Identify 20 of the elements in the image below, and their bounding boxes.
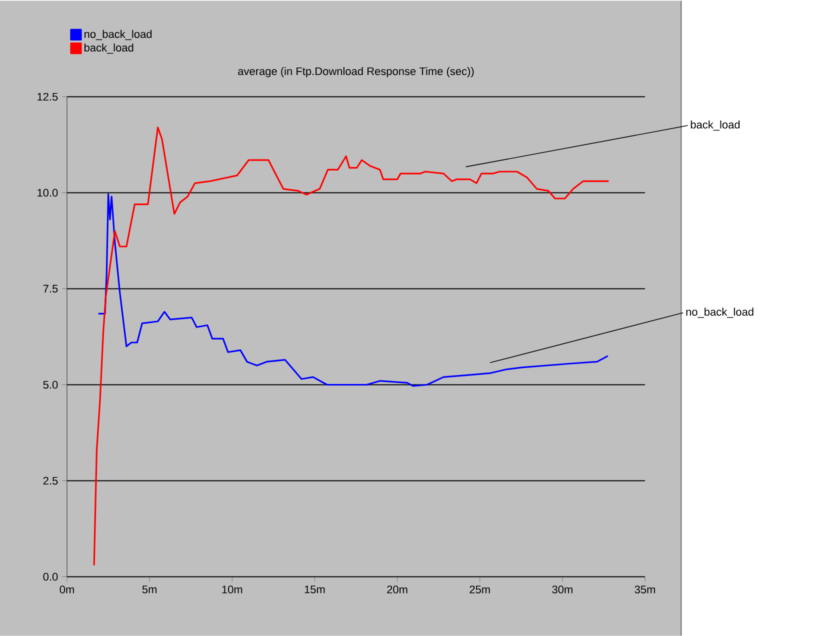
text: no_back_load xyxy=(686,307,754,318)
x-tick-label: 25m xyxy=(470,585,490,594)
x-tick-label: 15m xyxy=(304,585,325,594)
y-tick-label: 5.0 xyxy=(43,380,58,388)
y-tick-label: 7.5 xyxy=(43,284,58,292)
x-tick-label: 20m xyxy=(387,585,408,594)
line-series xyxy=(98,192,609,386)
y-tick-label: 10.0 xyxy=(38,188,58,196)
x-tick-label: 30m xyxy=(552,585,572,594)
legend-label: back_load xyxy=(84,43,134,54)
chart-title: average (in Ftp.Download Response Time (sec)) xyxy=(238,66,474,78)
y-tick-label: 0.0 xyxy=(43,572,58,580)
legend-label: no_back_load xyxy=(84,30,152,40)
text: back_load xyxy=(690,120,740,130)
x-tick-label: 10m xyxy=(222,585,242,594)
x-tick-label: 0m xyxy=(60,585,74,594)
y-tick-label: 12.5 xyxy=(38,92,58,100)
x-tick-label: 5m xyxy=(142,585,156,594)
y-tick-label: 2.5 xyxy=(43,476,58,484)
x-tick-label: 35m xyxy=(634,585,655,594)
